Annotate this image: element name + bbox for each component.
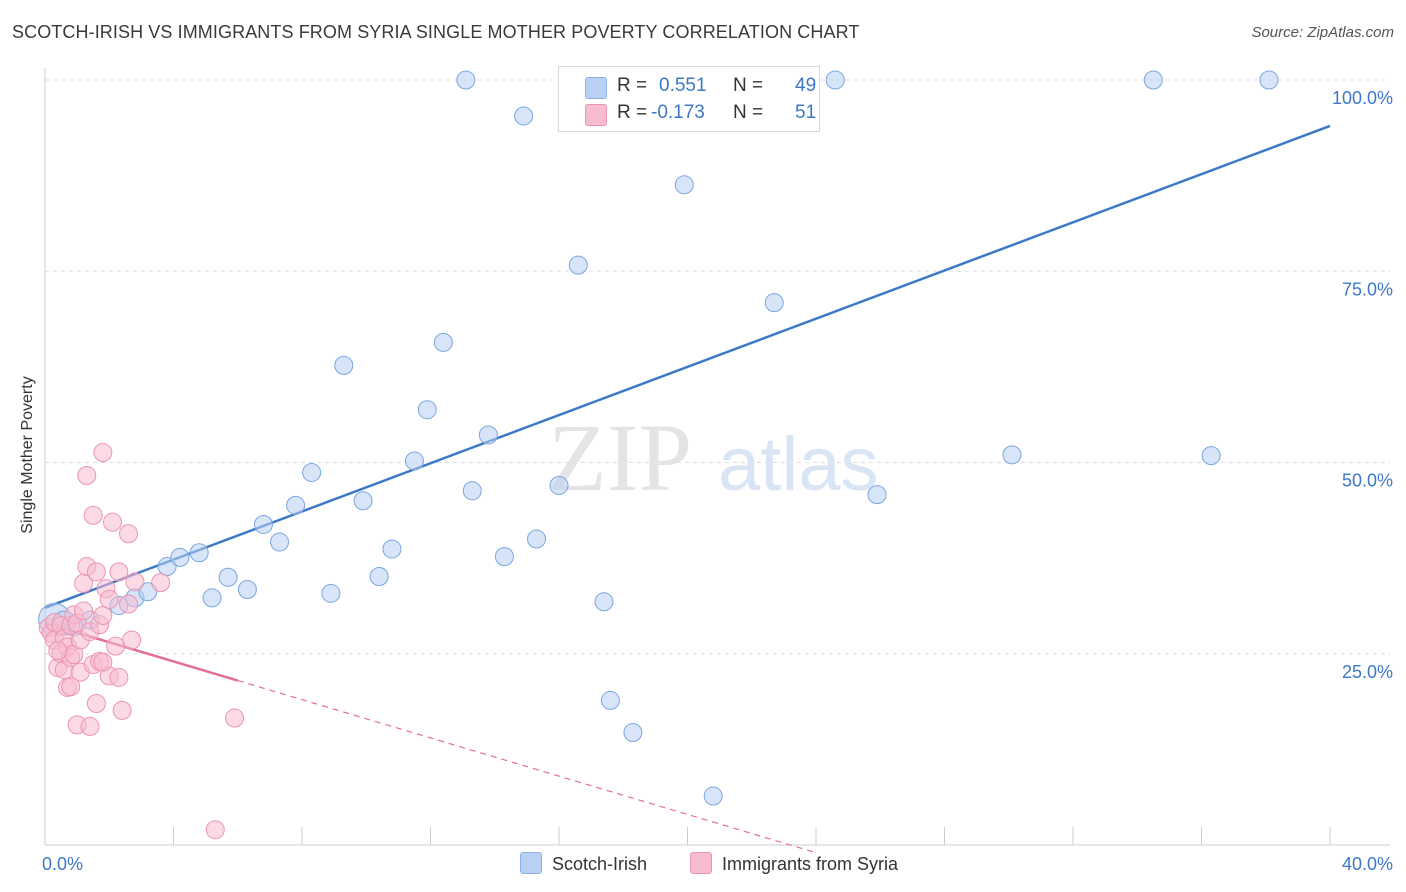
- legend-n-label: N =: [733, 75, 764, 96]
- scotch-irish-point: [302, 462, 322, 482]
- scotch-irish-point: [404, 451, 424, 471]
- scotch-irish-point: [270, 532, 290, 552]
- scotch-irish-point: [549, 475, 569, 495]
- scotch-irish-point: [456, 70, 476, 90]
- axes: [44, 68, 1390, 846]
- legend-swatch-blue: [585, 77, 607, 99]
- syria-point: [151, 573, 171, 593]
- scotch-irish-point: [157, 557, 177, 577]
- legend-r-label: R =: [617, 75, 648, 96]
- syria-point: [119, 594, 139, 614]
- syria-trend-extension: [237, 679, 817, 854]
- legend-r-value: -0.173: [651, 102, 705, 123]
- scotch-irish-point: [527, 529, 547, 549]
- scotch-irish-point: [417, 400, 437, 420]
- syria-point: [112, 700, 132, 720]
- grid-lines: [45, 79, 1390, 655]
- scotch-irish-point: [1143, 70, 1163, 90]
- syria-point: [102, 512, 122, 532]
- syria-point: [93, 443, 113, 463]
- source-credit: Source: ZipAtlas.com: [1251, 24, 1394, 41]
- series-legend-scotch-irish: Scotch-Irish: [520, 852, 647, 875]
- legend-swatch-pink: [585, 104, 607, 126]
- legend-r-label: R =: [617, 102, 648, 123]
- scotch-irish-point: [568, 255, 588, 275]
- syria-point: [48, 641, 68, 661]
- scotch-irish-point: [825, 70, 845, 90]
- scotch-irish-point: [600, 690, 620, 710]
- scotch-irish-point: [369, 566, 389, 586]
- syria-point: [86, 693, 106, 713]
- scotch-irish-point: [867, 485, 887, 505]
- syria-point: [80, 716, 100, 736]
- syria-point: [77, 466, 97, 486]
- scotch-irish-point: [353, 491, 373, 511]
- syria-point: [109, 667, 129, 687]
- scotch-irish-point: [478, 425, 498, 445]
- syria-point: [74, 601, 94, 621]
- scotch-irish-trend-line: [44, 124, 1331, 610]
- scotch-irish-point: [623, 723, 643, 743]
- scotch-irish-point: [382, 539, 402, 559]
- scotch-irish-point: [286, 495, 306, 515]
- syria-point: [93, 606, 113, 625]
- syria-point: [119, 524, 139, 544]
- scotch-irish-point: [433, 332, 453, 352]
- scotch-irish-point: [494, 547, 514, 567]
- series-name: Immigrants from Syria: [722, 854, 899, 874]
- scotch-irish-point: [253, 514, 273, 534]
- syria-point: [86, 562, 106, 582]
- watermark-atlas: atlas: [718, 422, 879, 507]
- legend-n-value: 51: [795, 102, 817, 123]
- syria-point: [61, 677, 81, 697]
- series-name: Scotch-Irish: [552, 854, 648, 874]
- scotch-irish-point: [237, 579, 257, 599]
- data-points: [38, 70, 1279, 840]
- scotch-irish-point: [321, 583, 341, 603]
- scotch-irish-point: [674, 175, 694, 195]
- tick-labels: 25.0% 50.0% 75.0% 100.0% 0.0% 40.0%: [42, 88, 1393, 874]
- scotch-irish-point: [138, 582, 158, 602]
- scotch-irish-point: [1201, 446, 1221, 466]
- stats-legend: R = 0.551 N = 49 R = -0.173 N = 51: [558, 66, 820, 132]
- scotch-irish-point: [202, 588, 222, 608]
- scotch-irish-point: [170, 547, 190, 567]
- syria-point: [99, 589, 119, 609]
- x-tick-label: 0.0%: [42, 854, 83, 874]
- series-legend-syria: Immigrants from Syria: [690, 852, 898, 875]
- scotch-irish-point: [514, 106, 534, 126]
- legend-r-value: 0.551: [659, 75, 707, 96]
- scotch-irish-point: [189, 543, 209, 563]
- y-tick-label: 100.0%: [1332, 88, 1393, 108]
- legend-n-value: 49: [795, 75, 817, 96]
- syria-point: [93, 652, 113, 672]
- scotch-irish-point: [764, 293, 784, 313]
- scotch-irish-point: [594, 592, 614, 612]
- syria-point: [109, 562, 129, 582]
- y-tick-label: 50.0%: [1342, 471, 1393, 491]
- chart-title: SCOTCH-IRISH VS IMMIGRANTS FROM SYRIA SI…: [12, 22, 860, 42]
- scotch-irish-point: [218, 567, 238, 587]
- y-tick-label: 25.0%: [1342, 662, 1393, 682]
- syria-point: [122, 630, 142, 650]
- series-swatch-pink: [690, 852, 712, 874]
- syria-point: [225, 708, 245, 728]
- watermark: ZIP atlas: [548, 404, 879, 511]
- legend-n-label: N =: [733, 102, 764, 123]
- syria-point: [106, 636, 126, 656]
- scotch-irish-point: [1259, 70, 1279, 90]
- syria-point: [125, 572, 145, 592]
- watermark-zip: ZIP: [548, 404, 692, 511]
- scotch-irish-point: [334, 355, 354, 375]
- y-tick-label: 75.0%: [1342, 279, 1393, 299]
- scotch-irish-point: [1002, 445, 1022, 465]
- scotch-irish-point: [703, 786, 723, 806]
- syria-point: [205, 820, 225, 840]
- series-swatch-blue: [520, 852, 542, 874]
- x-tick-label: 40.0%: [1342, 854, 1393, 874]
- syria-point: [83, 505, 103, 525]
- scotch-irish-point: [462, 481, 482, 501]
